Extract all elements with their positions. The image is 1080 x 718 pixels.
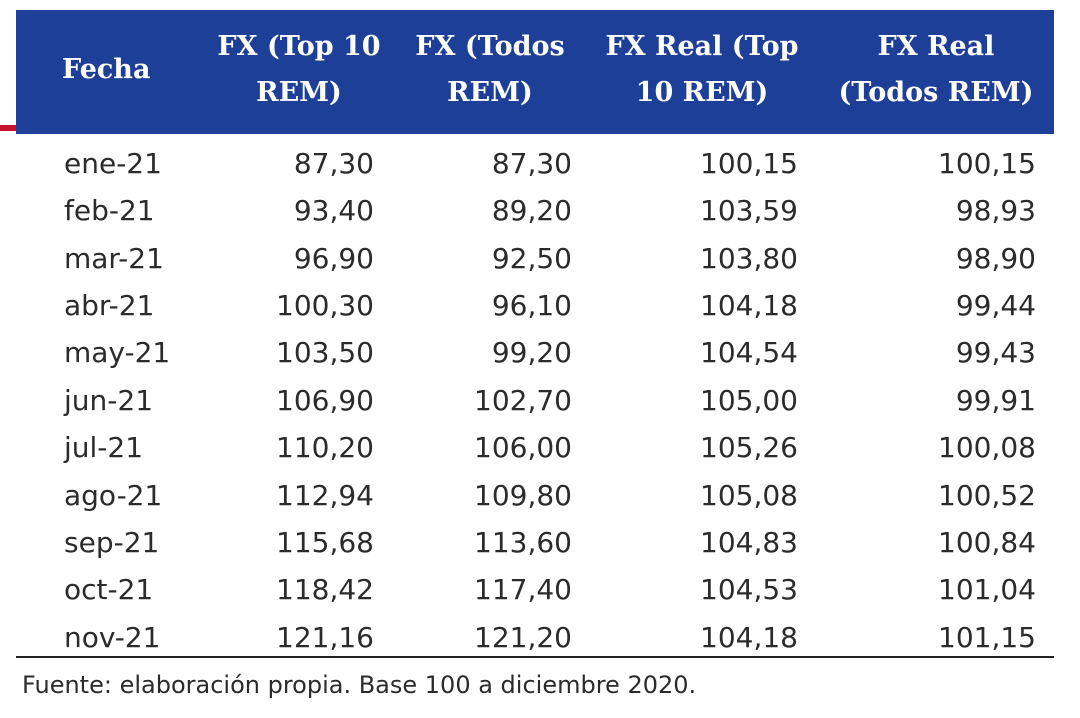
cell-fx-todos: 121,20: [474, 620, 572, 654]
table-body: ene-21 87,30 87,30 100,15 100,15 feb-21 93,40 8…: [16, 134, 1054, 661]
red-accent-bar: [0, 125, 26, 131]
cell-fecha: ago-21: [64, 478, 163, 512]
cell-fx-top10: 121,16: [276, 620, 374, 654]
header-row: Fecha FX (Top 10 REM) FX (Todos REM) FX …: [16, 10, 1054, 134]
source-note: Fuente: elaboración propia. Base 100 a d…: [22, 671, 697, 699]
cell-fx-real-top10: 104,54: [700, 336, 798, 370]
cell-fx-todos: 106,00: [474, 431, 572, 465]
table-row: ago-21 112,94 109,80 105,08 100,52: [16, 471, 1054, 518]
cell-fx-top10: 110,20: [276, 431, 374, 465]
cell-fx-real-todos: 98,90: [955, 241, 1036, 275]
cell-fx-todos: 109,80: [474, 478, 572, 512]
cell-fx-top10: 115,68: [276, 525, 374, 559]
cell-fx-real-todos: 100,84: [938, 525, 1036, 559]
cell-fx-top10: 96,90: [293, 241, 374, 275]
cell-fecha: sep-21: [64, 525, 160, 559]
table-row: mar-21 96,90 92,50 103,80 98,90: [16, 234, 1054, 281]
table-row: oct-21 118,42 117,40 104,53 101,04: [16, 566, 1054, 613]
cell-fx-top10: 106,90: [276, 383, 374, 417]
cell-fx-real-top10: 103,59: [700, 194, 798, 228]
cell-fx-top10: 87,30: [293, 147, 374, 180]
table-header: Fecha FX (Top 10 REM) FX (Todos REM) FX …: [16, 10, 1054, 134]
cell-fx-real-todos: 101,04: [938, 573, 1036, 607]
cell-fx-real-todos: 101,15: [938, 620, 1036, 654]
cell-fecha: oct-21: [64, 573, 154, 607]
cell-fx-top10: 93,40: [293, 194, 374, 228]
cell-fx-real-todos: 99,43: [955, 336, 1036, 370]
cell-fx-real-todos: 98,93: [955, 194, 1036, 228]
table-row: jun-21 106,90 102,70 105,00 99,91: [16, 377, 1054, 424]
cell-fx-real-todos: 100,15: [938, 147, 1036, 180]
cell-fx-real-top10: 104,18: [700, 620, 798, 654]
cell-fx-todos: 99,20: [491, 336, 572, 370]
cell-fecha: ene-21: [64, 147, 162, 180]
cell-fecha: feb-21: [64, 194, 155, 228]
cell-fx-top10: 100,30: [276, 288, 374, 322]
cell-fx-todos: 89,20: [491, 194, 572, 228]
fx-table-container: Fecha FX (Top 10 REM) FX (Todos REM) FX …: [16, 10, 1054, 661]
cell-fx-todos: 96,10: [491, 288, 572, 322]
table-row: may-21 103,50 99,20 104,54 99,43: [16, 329, 1054, 376]
cell-fx-todos: 92,50: [491, 241, 572, 275]
table-row: sep-21 115,68 113,60 104,83 100,84: [16, 519, 1054, 566]
table-row: feb-21 93,40 89,20 103,59 98,93: [16, 187, 1054, 234]
cell-fecha: jul-21: [64, 431, 144, 465]
cell-fx-real-top10: 104,18: [700, 288, 798, 322]
fx-table: Fecha FX (Top 10 REM) FX (Todos REM) FX …: [16, 10, 1054, 661]
cell-fx-todos: 113,60: [474, 525, 572, 559]
header-fx-todos: FX (Todos REM): [415, 31, 565, 108]
cell-fx-real-top10: 105,00: [700, 383, 798, 417]
cell-fx-real-todos: 100,52: [938, 478, 1036, 512]
cell-fx-real-top10: 104,83: [700, 525, 798, 559]
header-fx-real-todos: FX Real (Todos REM): [838, 31, 1034, 108]
cell-fx-real-top10: 100,15: [700, 147, 798, 180]
cell-fx-todos: 87,30: [491, 147, 572, 180]
table-row: nov-21 121,16 121,20 104,18 101,15: [16, 614, 1054, 661]
cell-fx-top10: 118,42: [276, 573, 374, 607]
cell-fx-real-top10: 103,80: [700, 241, 798, 275]
cell-fx-real-todos: 99,44: [955, 288, 1036, 322]
header-fecha: Fecha: [62, 54, 151, 85]
cell-fx-real-top10: 105,08: [700, 478, 798, 512]
cell-fx-top10: 103,50: [276, 336, 374, 370]
cell-fecha: may-21: [64, 336, 171, 370]
cell-fecha: nov-21: [64, 620, 161, 654]
cell-fx-todos: 117,40: [474, 573, 572, 607]
cell-fx-real-todos: 99,91: [955, 383, 1036, 417]
table-row: abr-21 100,30 96,10 104,18 99,44: [16, 282, 1054, 329]
table-row: ene-21 87,30 87,30 100,15 100,15: [16, 134, 1054, 187]
cell-fecha: mar-21: [64, 241, 164, 275]
cell-fx-todos: 102,70: [474, 383, 572, 417]
table-bottom-rule: [16, 656, 1054, 658]
cell-fecha: jun-21: [64, 383, 154, 417]
header-fx-top10: FX (Top 10 REM): [217, 31, 381, 108]
cell-fx-real-top10: 104,53: [700, 573, 798, 607]
cell-fecha: abr-21: [64, 288, 155, 322]
header-fx-real-top10: FX Real (Top 10 REM): [605, 31, 799, 108]
cell-fx-real-top10: 105,26: [700, 431, 798, 465]
cell-fx-real-todos: 100,08: [938, 431, 1036, 465]
cell-fx-top10: 112,94: [276, 478, 374, 512]
table-row: jul-21 110,20 106,00 105,26 100,08: [16, 424, 1054, 471]
